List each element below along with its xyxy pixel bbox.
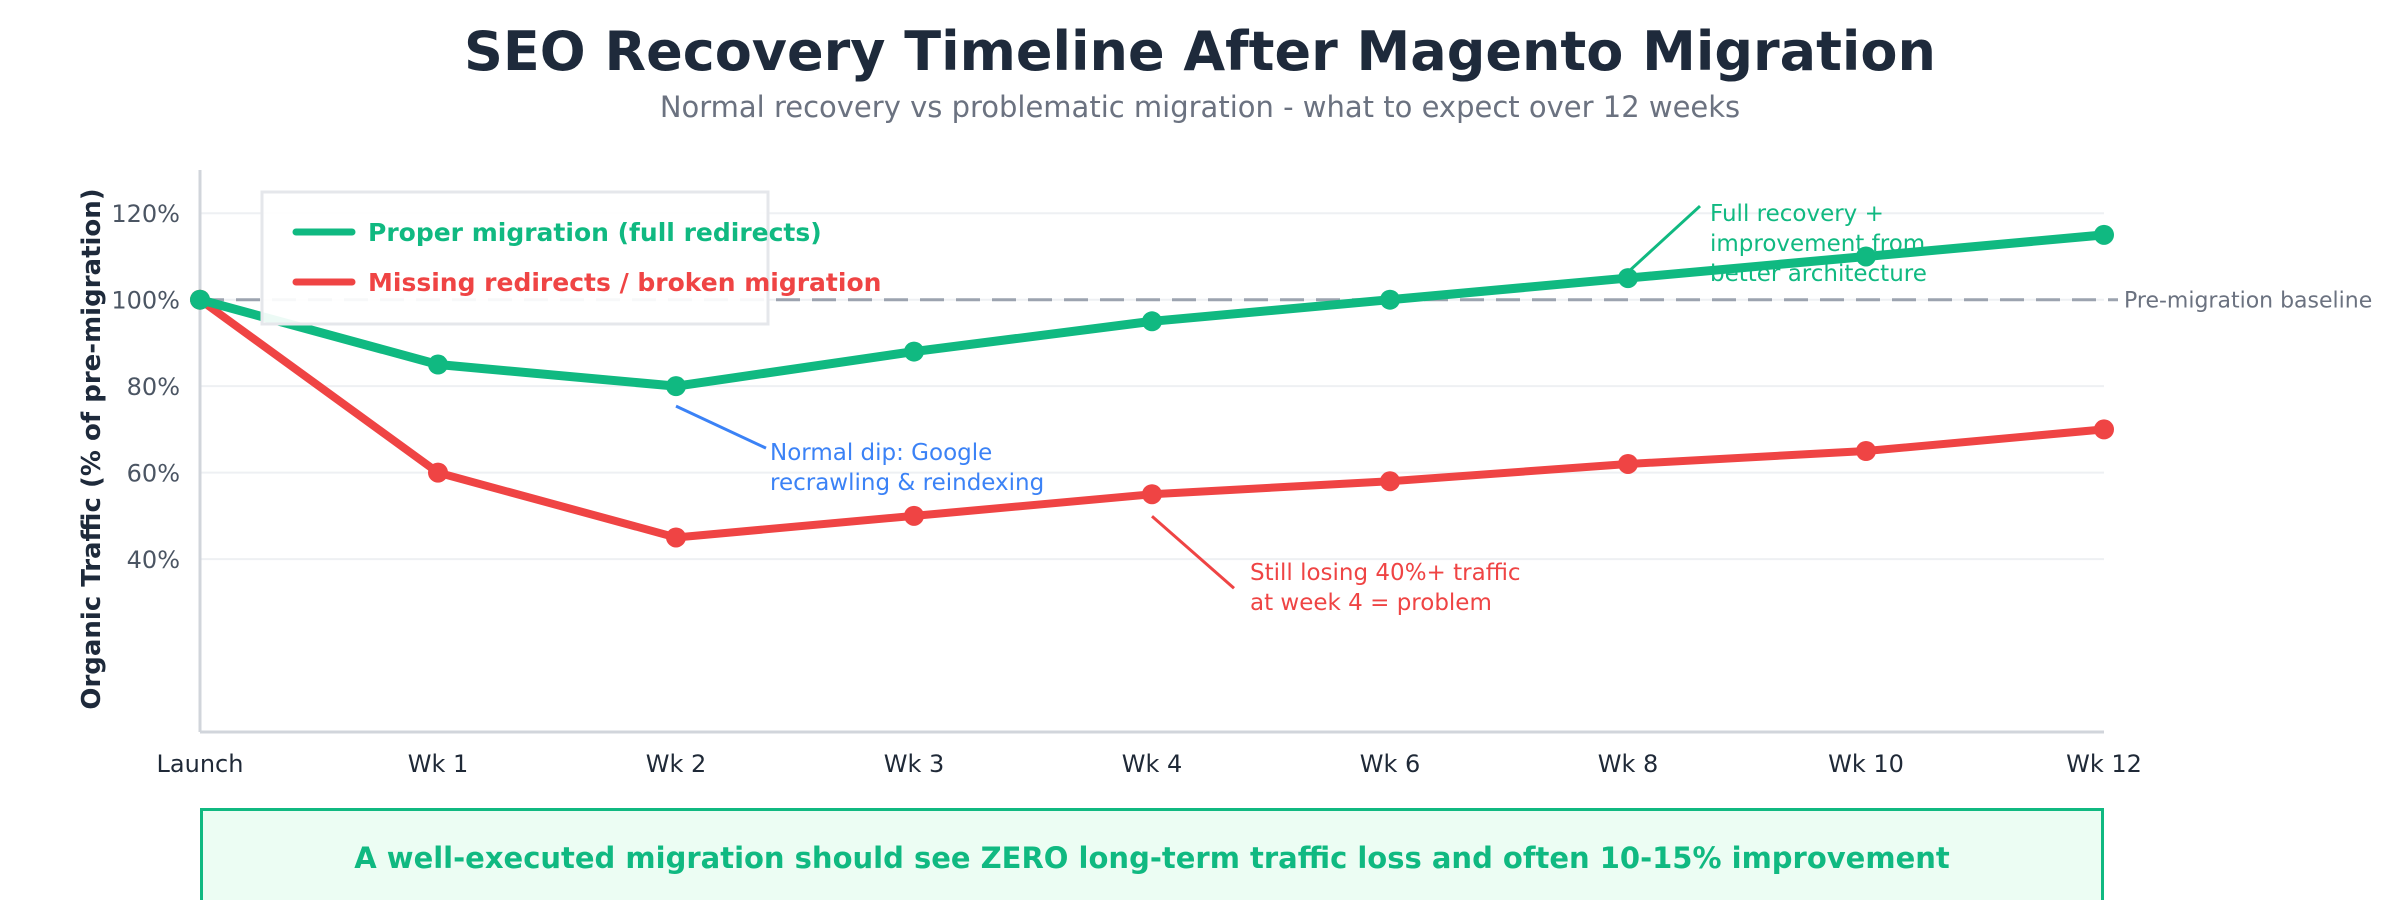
baseline-label: Pre-migration baseline [2124,289,2372,314]
x-tick-label: Wk 2 [646,750,707,778]
data-point [1856,246,1876,267]
annotation-text: at week 4 = problem [1250,590,1492,616]
y-axis-label: Organic Traffic (% of pre-migration) [77,188,107,709]
data-point [1380,471,1400,492]
x-tick-label: Wk 8 [1598,750,1659,778]
data-point [2094,224,2114,245]
data-point [1142,484,1162,505]
data-point [666,376,686,397]
data-point [428,462,448,483]
callout-text: A well-executed migration should see ZER… [354,841,1950,875]
data-point [1618,453,1638,474]
x-tick-label: Wk 1 [408,750,469,778]
data-point [1380,289,1400,310]
data-point [1618,268,1638,289]
annotation-text: Normal dip: Google [770,440,992,466]
legend-label: Missing redirects / broken migration [368,268,881,297]
data-point [904,505,924,526]
chart-title: SEO Recovery Timeline After Magento Migr… [464,20,1936,83]
x-tick-label: Launch [157,750,244,778]
y-tick-label: 80% [127,373,180,401]
annotation-text: recrawling & reindexing [770,470,1044,496]
y-tick-label: 60% [127,460,180,488]
data-point [190,289,210,310]
data-point [2094,419,2114,440]
y-tick-label: 40% [127,546,180,574]
x-tick-label: Wk 10 [1828,750,1904,778]
x-tick-label: Wk 3 [884,750,945,778]
data-point [1856,441,1876,461]
x-tick-label: Wk 4 [1122,750,1183,778]
data-point [428,354,448,375]
data-point [904,341,924,362]
legend-label: Proper migration (full redirects) [368,218,822,247]
y-tick-label: 100% [111,287,180,315]
chart-subtitle: Normal recovery vs problematic migration… [659,90,1741,124]
data-point [666,527,686,548]
callout-banner: A well-executed migration should see ZER… [200,808,2104,900]
legend-box [260,190,770,326]
y-tick-label: 120% [111,200,180,228]
x-tick-label: Wk 12 [2066,750,2142,778]
annotation-text: Still losing 40%+ traffic [1250,560,1521,586]
annotation-text: improvement from [1710,231,1925,257]
annotation-leader [675,404,767,450]
data-point [1142,311,1162,332]
annotation-leader [1626,204,1702,274]
x-tick-label: Wk 6 [1360,750,1421,778]
annotation-text: Full recovery + [1710,201,1884,227]
annotation-leader [1151,515,1235,590]
annotation-text: better architecture [1710,261,1927,287]
